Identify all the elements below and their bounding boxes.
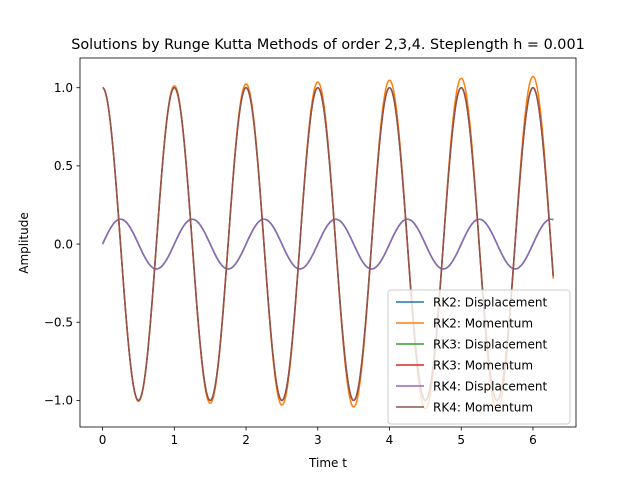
y-tick-label: 1.0 bbox=[54, 81, 73, 95]
x-tick-label: 3 bbox=[314, 433, 322, 447]
x-axis-label: Time t bbox=[308, 456, 347, 470]
legend: RK2: Displacement RK2: Momentum RK3: Displ… bbox=[387, 289, 571, 425]
chart-title: Solutions by Runge Kutta Methods of orde… bbox=[71, 37, 585, 53]
series-line-4 bbox=[101, 218, 554, 270]
legend-box bbox=[387, 289, 571, 425]
axes-frame bbox=[79, 57, 577, 428]
x-tick-label: 6 bbox=[529, 433, 537, 447]
legend-label: RK2: Displacement bbox=[433, 295, 547, 309]
legend-label: RK2: Momentum bbox=[433, 316, 533, 330]
legend-label: RK4: Momentum bbox=[433, 400, 533, 414]
legend-label: RK4: Displacement bbox=[433, 379, 547, 393]
x-tick-label: 0 bbox=[99, 433, 107, 447]
y-tick-label: −1.0 bbox=[44, 394, 73, 408]
x-tick-label: 1 bbox=[171, 433, 179, 447]
legend-label: RK3: Displacement bbox=[433, 337, 547, 351]
x-tick-label: 5 bbox=[457, 433, 465, 447]
x-tick-label: 2 bbox=[242, 433, 250, 447]
y-tick-label: 0.5 bbox=[54, 159, 73, 173]
y-axis-label: Amplitude bbox=[17, 212, 31, 274]
legend-label: RK3: Momentum bbox=[433, 358, 533, 372]
x-tick-label: 4 bbox=[386, 433, 394, 447]
plot-area: 0 1 2 3 4 5 6 −1.0 −0.5 0.0 0.5 1.0 RK2: Displacemen… bbox=[44, 57, 577, 447]
series-line-5 bbox=[102, 86, 555, 402]
y-tick-label: 0.0 bbox=[54, 237, 73, 251]
y-tick-label: −0.5 bbox=[44, 315, 73, 329]
series-lines bbox=[101, 75, 555, 412]
